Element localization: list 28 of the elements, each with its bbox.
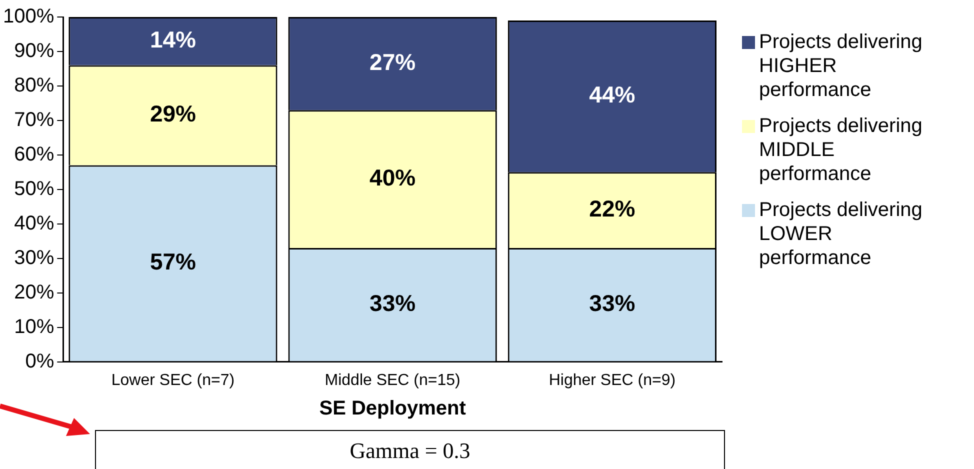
y-tick-label: 90% — [14, 40, 54, 62]
y-tick-label: 0% — [25, 350, 54, 372]
y-tick-label: 70% — [14, 108, 54, 131]
x-tick-label: Lower SEC (n=7) — [111, 372, 235, 389]
legend-label: Projects delivering HIGHER performance — [759, 30, 924, 102]
text: Gamma = 0.3 — [95, 430, 725, 469]
data-label: 29% — [150, 100, 196, 127]
y-tick-label: 30% — [14, 246, 54, 269]
data-label: 40% — [370, 164, 416, 190]
y-tick-label: 80% — [14, 74, 54, 96]
y-tick-label: 40% — [14, 212, 54, 234]
data-label: 44% — [589, 82, 636, 108]
data-label: 33% — [370, 290, 416, 316]
data-label: 33% — [589, 290, 636, 316]
x-tick-label: Middle SEC (n=15) — [324, 372, 460, 389]
x-axis-title: SE Deployment — [319, 398, 466, 420]
y-tick-label: 10% — [14, 316, 54, 338]
y-tick-label: 100% — [2, 6, 54, 28]
legend-label: Projects delivering MIDDLE performance — [759, 114, 924, 186]
data-label: 27% — [370, 48, 416, 75]
data-label: 57% — [150, 248, 196, 275]
y-tick-label: 20% — [14, 281, 54, 304]
x-tick-label: Higher SEC (n=9) — [548, 372, 676, 389]
y-tick-label: 60% — [14, 143, 54, 166]
data-label: 14% — [150, 26, 196, 52]
data-label: 22% — [589, 195, 636, 222]
y-tick-label: 50% — [14, 178, 54, 200]
legend-label: Projects delivering LOWER performance — [759, 198, 924, 270]
